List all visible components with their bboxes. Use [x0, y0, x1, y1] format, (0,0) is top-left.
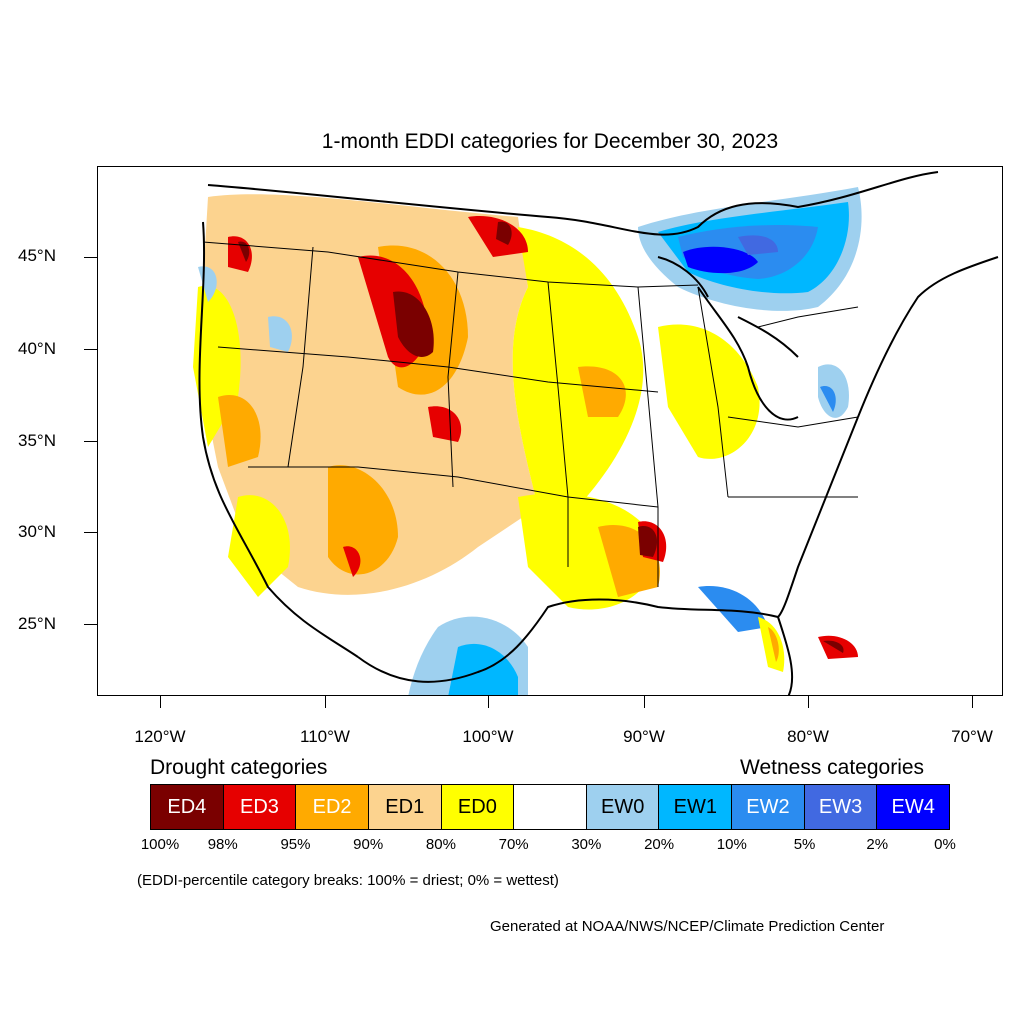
legend-swatch-ew2: EW2 — [732, 785, 805, 829]
lon-label-80: 80°W — [787, 727, 829, 746]
lat-label-45: 45°N — [18, 246, 56, 265]
legend-swatch-ew0: EW0 — [586, 785, 660, 829]
lon-tick-110 — [325, 696, 326, 708]
lat-tick-45 — [84, 257, 97, 258]
legend-break-label: 95% — [280, 836, 311, 853]
lon-tick-70 — [972, 696, 973, 708]
lat-tick-40 — [84, 349, 97, 350]
legend-break-label: 80% — [425, 836, 456, 853]
legend-swatch-ed0: ED0 — [441, 785, 515, 829]
lat-label-25: 25°N — [18, 614, 56, 633]
legend-swatch-ed1: ED1 — [368, 785, 442, 829]
legend-break-label: 20% — [644, 836, 675, 853]
legend-swatch-ed2: ED2 — [296, 785, 369, 829]
legend-swatch-ew3: EW3 — [804, 785, 878, 829]
legend-swatch-ew4: EW4 — [877, 785, 950, 829]
lon-label-90: 90°W — [623, 727, 665, 746]
category-patches — [193, 187, 862, 695]
lat-label-35: 35°N — [18, 431, 56, 450]
legend-break-label: 100% — [140, 836, 180, 853]
lon-label-120: 120°W — [134, 727, 186, 746]
legend-break-label: 5% — [793, 836, 816, 853]
legend-break-label: 70% — [498, 836, 529, 853]
legend-break-label: 98% — [207, 836, 238, 853]
lon-tick-120 — [160, 696, 161, 708]
lon-tick-80 — [808, 696, 809, 708]
eddi-map — [193, 171, 999, 695]
legend-break-label: 0% — [934, 836, 956, 853]
legend-swatch-neutral — [514, 785, 587, 829]
lon-label-100: 100°W — [462, 727, 514, 746]
category-note: (EDDI-percentile category breaks: 100% =… — [137, 872, 559, 889]
legend-swatch-ed4: ED4 — [151, 785, 224, 829]
legend-break-label: 90% — [353, 836, 384, 853]
lat-label-30: 30°N — [18, 522, 56, 541]
lat-tick-35 — [84, 441, 97, 442]
legend-break-label: 30% — [571, 836, 602, 853]
legend-swatch-ew1: EW1 — [659, 785, 733, 829]
lon-label-70: 70°W — [951, 727, 993, 746]
state-boundaries — [202, 241, 859, 587]
map-title: 1-month EDDI categories for December 30,… — [321, 130, 779, 153]
legend-swatch-ed3: ED3 — [223, 785, 297, 829]
lat-tick-25 — [84, 624, 97, 625]
lon-label-110: 110°W — [300, 727, 350, 746]
legend-break-label: 2% — [866, 836, 889, 853]
legend-drought-heading: Drought categories — [150, 756, 328, 779]
coastlines — [198, 171, 999, 695]
credit-line: Generated at NOAA/NWS/NCEP/Climate Predi… — [490, 918, 885, 935]
legend-break-label: 10% — [716, 836, 747, 853]
legend-color-bar: ED4 ED3 ED2 ED1 ED0 EW0 EW1 EW2 EW3 EW4 — [150, 784, 950, 830]
lon-tick-100 — [488, 696, 489, 708]
legend-wetness-heading: Wetness categories — [740, 756, 925, 779]
lon-tick-90 — [644, 696, 645, 708]
lat-label-40: 40°N — [18, 339, 56, 358]
map-panel — [97, 166, 1003, 696]
lat-tick-30 — [84, 532, 97, 533]
